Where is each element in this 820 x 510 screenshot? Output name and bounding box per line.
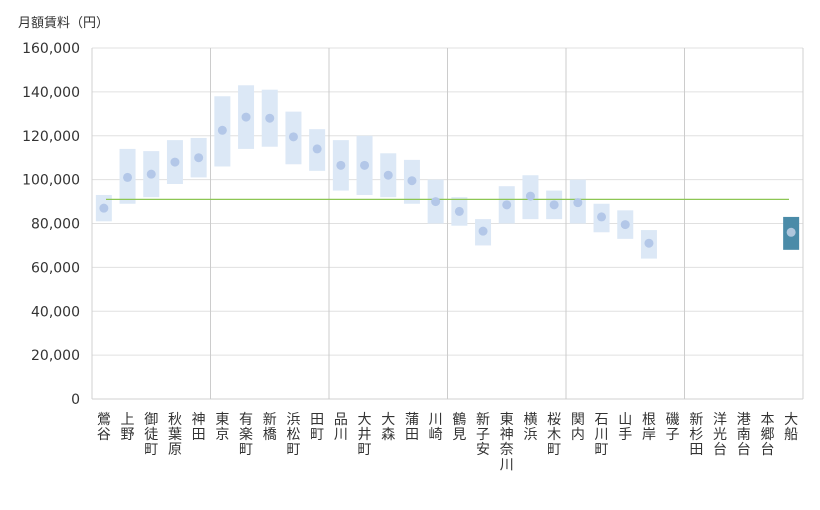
average-dot [573,198,583,208]
average-dot [99,203,109,213]
average-dot [383,170,393,180]
x-tick-label: 新子安 [476,412,490,458]
average-dot [123,172,133,182]
average-dot [620,220,630,230]
average-dot [336,160,346,170]
x-tick-label: 関内 [571,412,585,443]
average-dot [360,160,370,170]
y-axis-title: 月額賃料（円） [18,16,110,31]
x-tick-label: 蒲田 [405,412,419,443]
x-tick-label: 山手 [618,412,632,443]
y-tick-label: 0 [71,392,80,408]
x-tick-label: 有楽町 [239,412,253,458]
y-tick-label: 100,000 [22,173,80,189]
x-tick-label: 浜松町 [286,412,300,458]
average-dot [549,200,559,210]
x-tick-label: 磯子 [666,412,680,443]
average-dot [170,157,180,167]
x-tick-label: 上野 [121,412,135,443]
x-tick-label: 東京 [215,412,229,443]
average-dot [194,153,204,163]
x-tick-label: 鶯谷 [97,412,111,443]
average-dot [265,113,275,123]
x-tick-label: 横浜 [523,412,537,443]
x-tick-label: 御徒町 [144,412,158,458]
x-tick-label: 秋葉原 [168,412,182,458]
x-tick-label: 大森 [381,412,395,443]
x-tick-label: 石川町 [595,412,609,458]
average-dot [241,112,251,122]
x-tick-label: 新橋 [263,412,277,443]
average-dot [312,144,322,154]
x-tick-label: 品川 [334,412,348,443]
x-tick-label: 桜木町 [547,412,561,458]
y-tick-label: 20,000 [31,348,80,364]
average-dot [288,132,298,142]
x-tick-label: 東神奈川 [500,412,514,473]
average-dot [217,125,227,135]
average-dot [407,176,417,186]
x-tick-label: 本郷台 [760,412,774,458]
average-dot [597,212,607,222]
average-dot [644,238,654,248]
average-dot [431,197,441,207]
average-dot [502,200,512,210]
y-tick-label: 120,000 [22,129,80,145]
average-dot [478,226,488,236]
average-dot [146,169,156,179]
y-tick-label: 80,000 [31,217,80,233]
x-tick-label: 洋光台 [713,412,727,458]
y-tick-label: 40,000 [31,304,80,320]
average-dot [525,191,535,201]
x-tick-label: 根岸 [642,412,656,443]
x-tick-label: 大井町 [358,412,372,458]
x-tick-label: 鶴見 [452,411,466,443]
y-tick-label: 60,000 [31,260,80,276]
average-dot [454,206,464,216]
average-dot [786,227,796,237]
x-tick-label: 川崎 [429,412,443,443]
x-tick-label: 神田 [192,412,206,443]
x-tick-label: 田町 [310,412,324,443]
x-tick-label: 大船 [784,412,798,443]
x-tick-label: 港南台 [737,412,751,458]
x-tick-label: 新杉田 [689,412,703,458]
y-tick-label: 160,000 [22,41,80,57]
y-tick-label: 140,000 [22,85,80,101]
